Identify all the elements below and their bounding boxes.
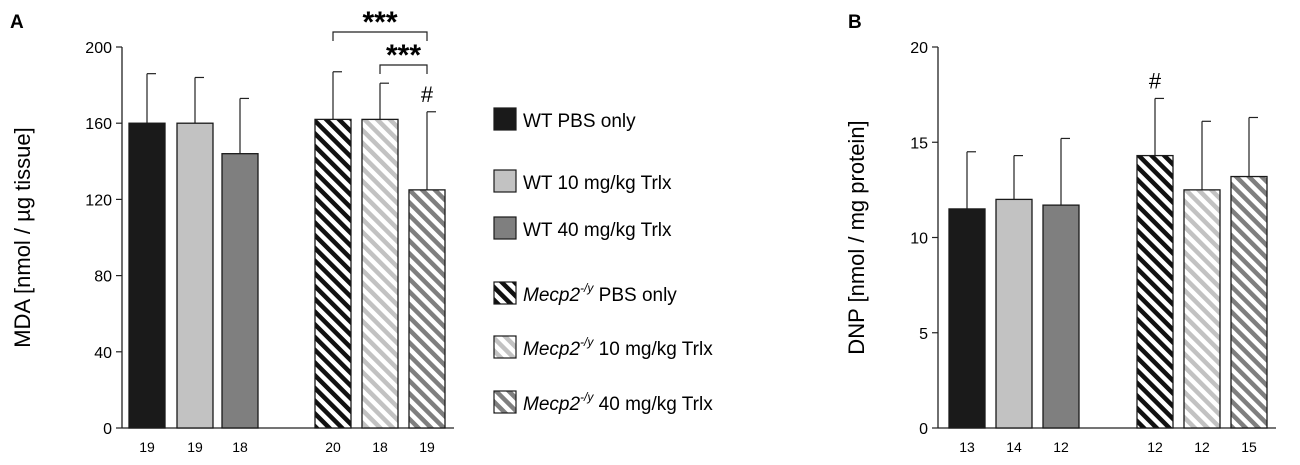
significance-stars: *** — [386, 39, 421, 72]
n-label: 18 — [232, 439, 248, 455]
legend-label: Mecp2-/y 10 mg/kg Trlx — [523, 335, 713, 360]
significance-bracket — [379, 64, 428, 74]
y-tick-label: 40 — [94, 345, 112, 362]
y-tick-label: 20 — [910, 40, 928, 57]
y-tick-label: 5 — [919, 326, 928, 343]
legend-label: WT 40 mg/kg Trlx — [523, 220, 672, 241]
n-label: 19 — [187, 439, 203, 455]
bar-wt-10 — [995, 198, 1033, 429]
n-label: 12 — [1194, 439, 1210, 455]
legend-swatch — [493, 169, 517, 193]
y-tick-label: 160 — [85, 116, 112, 133]
panel-a: A MDA [nmol / µg tissue] 0 40 80 120 160 200 19 1… — [10, 6, 454, 455]
significance-mark: # — [421, 82, 434, 107]
y-tick-label: 0 — [103, 421, 112, 438]
panel-letter: A — [10, 12, 24, 33]
significance-stars: *** — [362, 6, 397, 39]
bar-ko-40 — [408, 189, 446, 429]
legend-item: Mecp2-/y 10 mg/kg Trlx — [493, 335, 713, 360]
bar-wt-40 — [1042, 204, 1080, 429]
bar-wt-pbs — [948, 208, 986, 429]
n-label: 14 — [1006, 439, 1022, 455]
legend-swatch — [493, 335, 517, 359]
y-axis-title: MDA [nmol / µg tissue] — [10, 127, 35, 348]
y-tick-label: 200 — [85, 40, 112, 57]
legend-item: WT 40 mg/kg Trlx — [493, 216, 672, 241]
legend-item: Mecp2-/y 40 mg/kg Trlx — [493, 390, 713, 415]
n-label: 19 — [139, 439, 155, 455]
y-tick-label: 80 — [94, 269, 112, 286]
legend-item: Mecp2-/y PBS only — [493, 281, 677, 306]
legend-label: Mecp2-/y 40 mg/kg Trlx — [523, 390, 713, 415]
n-label: 12 — [1147, 439, 1163, 455]
legend: WT PBS only WT 10 mg/kg Trlx WT 40 mg/kg T… — [493, 107, 713, 415]
legend-label: WT 10 mg/kg Trlx — [523, 173, 672, 194]
significance-bracket — [332, 31, 428, 41]
legend-item: WT 10 mg/kg Trlx — [493, 169, 672, 194]
y-tick-label: 15 — [910, 135, 928, 152]
y-axis-title: DNP [nmol / mg protein] — [844, 120, 869, 354]
significance-mark: # — [1149, 68, 1162, 93]
bar-ko-10 — [1183, 189, 1221, 429]
bar-ko-10 — [361, 118, 399, 429]
legend-swatch — [493, 107, 517, 131]
n-label: 20 — [325, 439, 341, 455]
bar-wt-pbs — [128, 122, 166, 429]
n-label: 13 — [959, 439, 975, 455]
legend-swatch — [493, 281, 517, 305]
legend-swatch — [493, 390, 517, 414]
legend-label: WT PBS only — [523, 111, 636, 132]
panel-b: B DNP [nmol / mg protein] 0 5 10 15 20 13 14 12 12… — [844, 12, 1276, 455]
n-label: 19 — [419, 439, 435, 455]
bar-wt-40 — [221, 153, 259, 429]
legend-item: WT PBS only — [493, 107, 636, 132]
n-label: 12 — [1053, 439, 1069, 455]
y-tick-label: 120 — [85, 192, 112, 209]
bar-wt-10 — [176, 122, 214, 429]
panel-letter: B — [848, 12, 862, 33]
bar-ko-40 — [1230, 175, 1268, 429]
legend-swatch — [493, 216, 517, 240]
y-tick-label: 10 — [910, 231, 928, 248]
bar-ko-pbs — [1136, 154, 1174, 429]
bar-ko-pbs — [314, 118, 352, 429]
y-tick-label: 0 — [919, 421, 928, 438]
legend-label: Mecp2-/y PBS only — [523, 281, 677, 306]
n-label: 18 — [372, 439, 388, 455]
n-label: 15 — [1241, 439, 1257, 455]
